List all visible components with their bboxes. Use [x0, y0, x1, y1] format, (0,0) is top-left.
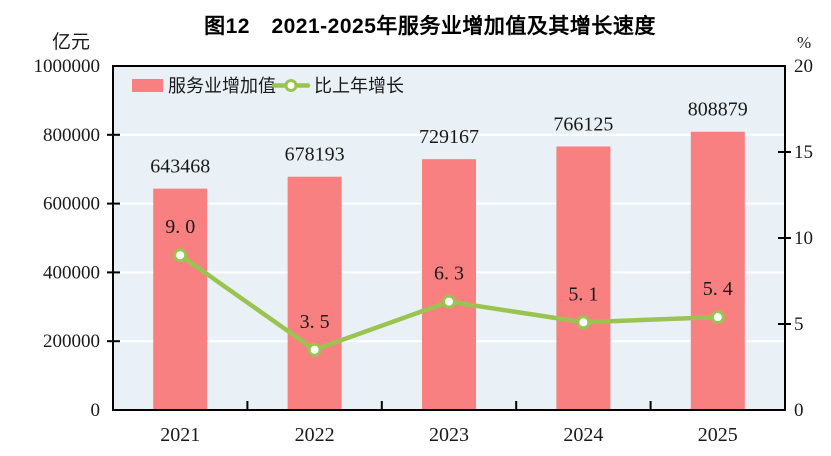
growth-value-label: 5. 4: [703, 278, 733, 300]
growth-value-label: 9. 0: [165, 216, 195, 238]
left-axis-label: 800000: [43, 125, 100, 146]
left-axis-label: 400000: [43, 262, 100, 283]
left-axis-label: 0: [91, 400, 101, 421]
left-axis-label: 200000: [43, 331, 100, 352]
line-marker-2021: [173, 248, 188, 263]
x-axis-label-2025: 2025: [698, 424, 738, 446]
legend-line-marker: [284, 79, 298, 92]
right-axis-unit: %: [797, 33, 812, 52]
growth-value-label: 5. 1: [568, 283, 598, 305]
legend-bar-label: 服务业增加值: [168, 76, 276, 96]
bar-value-label: 678193: [285, 144, 345, 166]
line-marker-2023: [442, 294, 456, 309]
growth-value-label: 3. 5: [300, 311, 330, 333]
right-axis-label: 15: [794, 142, 813, 163]
legend-line-label: 比上年增长: [314, 76, 404, 96]
bar-2021: [153, 188, 208, 410]
bar-2025: [690, 131, 745, 411]
line-marker-2022: [307, 342, 322, 357]
bar-value-label: 729167: [419, 126, 479, 148]
bar-2024: [556, 146, 611, 410]
left-axis-label: 1000000: [34, 56, 101, 77]
left-axis-unit: 亿元: [52, 32, 91, 53]
x-axis-label-2023: 2023: [429, 424, 469, 446]
bar-2022: [287, 176, 342, 410]
left-axis-label: 600000: [43, 194, 100, 215]
chart-title: 图12 2021-2025年服务业增加值及其增长速度: [204, 15, 656, 38]
right-axis-label: 20: [794, 56, 813, 77]
bar-value-label: 766125: [553, 113, 613, 135]
line-marker-2025: [710, 310, 725, 325]
right-axis-label: 5: [794, 314, 804, 335]
x-axis-label-2024: 2024: [563, 424, 603, 446]
bar-value-label: 808879: [688, 99, 748, 121]
bar-value-label: 643468: [150, 156, 210, 178]
legend-bar-swatch: [132, 79, 163, 92]
growth-value-label: 6. 3: [434, 263, 464, 285]
x-axis-label-2021: 2021: [160, 424, 200, 446]
bar-2023: [422, 159, 476, 410]
line-marker-2024: [576, 315, 591, 330]
x-axis-label-2022: 2022: [295, 424, 335, 446]
right-axis-label: 0: [794, 400, 804, 421]
right-axis-label: 10: [794, 228, 813, 249]
